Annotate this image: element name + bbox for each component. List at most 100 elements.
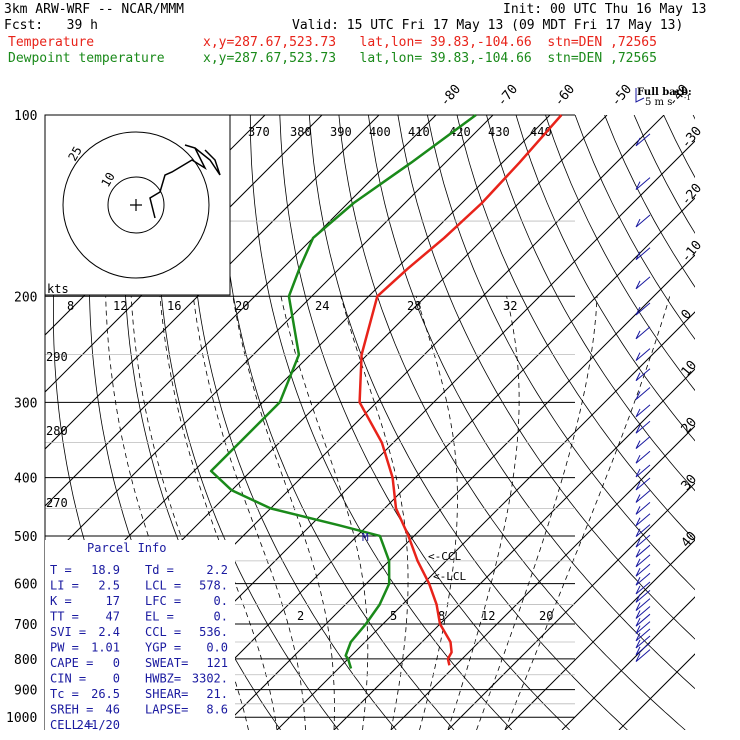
theta-tick-label: 440 bbox=[530, 125, 552, 139]
ccl-marker: <-CCL bbox=[428, 550, 461, 563]
parcel-info-value: 2.4 bbox=[98, 625, 120, 639]
pressure-tick-label: 300 bbox=[14, 396, 37, 411]
lcl-ccl-annotations: <-CCL <-LCL M bbox=[362, 531, 466, 583]
isotherm-line bbox=[390, 425, 695, 730]
lcl-marker: <-LCL bbox=[433, 570, 466, 583]
m-marker: M bbox=[362, 531, 369, 544]
barb-legend-exponent: -1 bbox=[684, 94, 691, 102]
parcel-info-value: K = bbox=[50, 594, 72, 608]
theta-left-tick-label: 270 bbox=[46, 496, 68, 510]
parcel-info-value: 21. bbox=[206, 687, 228, 701]
moist-adiabat-line bbox=[476, 296, 598, 730]
isotherm-line bbox=[162, 197, 695, 730]
parcel-info-value: EL = bbox=[145, 610, 174, 624]
mixing-ratio-upper-label: 20 bbox=[235, 299, 249, 313]
mixing-ratio-upper-label: 24 bbox=[315, 299, 329, 313]
parcel-info-value: 536. bbox=[199, 625, 228, 639]
wind-barb bbox=[635, 477, 651, 491]
forecast-hour: Fcst: 39 h bbox=[4, 18, 98, 33]
wind-barb bbox=[635, 348, 651, 362]
temperature-legend: Temperature bbox=[8, 35, 95, 50]
isotherm-line bbox=[45, 115, 551, 621]
parcel-info-value: T = bbox=[50, 563, 72, 577]
mixing-ratio-lower-label: 12 bbox=[481, 609, 495, 623]
wind-barb bbox=[635, 649, 651, 662]
pressure-tick-label: 1000 bbox=[6, 711, 37, 726]
hodograph: 10 25 bbox=[44, 114, 231, 296]
wind-barb bbox=[635, 524, 651, 538]
theta-tick-label: 380 bbox=[290, 125, 312, 139]
dry-adiabat-line bbox=[545, 115, 695, 392]
wind-barb bbox=[635, 490, 651, 503]
pressure-tick-label: 800 bbox=[14, 653, 37, 668]
moist-adiabat-line bbox=[192, 296, 306, 730]
parcel-info-value: SHEAR= bbox=[145, 687, 188, 701]
isotherm-line bbox=[219, 254, 695, 730]
parcel-info-value: 26.5 bbox=[91, 687, 120, 701]
moist-adiabat-line bbox=[232, 296, 335, 730]
pressure-tick-label: 700 bbox=[14, 618, 37, 633]
parcel-info-value: 18.9 bbox=[91, 563, 120, 577]
temperature-profile-line bbox=[358, 114, 563, 666]
parcel-info-value: SVI = bbox=[50, 625, 86, 639]
parcel-info-value: 3302. bbox=[192, 672, 228, 686]
parcel-info-value: 46 bbox=[106, 703, 120, 717]
wind-barb bbox=[635, 590, 651, 603]
parcel-info-value: YGP = bbox=[145, 641, 181, 655]
moist-adiabat-line bbox=[130, 296, 249, 730]
temperature-tick-label: 20 bbox=[679, 415, 701, 437]
dry-adiabat-line bbox=[723, 115, 740, 730]
dry-adiabat-line bbox=[515, 115, 695, 442]
theta-tick-label: 420 bbox=[449, 125, 471, 139]
wind-barb bbox=[635, 302, 651, 316]
parcel-info-background bbox=[45, 540, 235, 730]
parcel-info-value: 0 bbox=[113, 672, 120, 686]
wind-barb bbox=[635, 621, 651, 635]
mixing-ratio-lower-label: 8 bbox=[438, 609, 445, 623]
parcel-info-value: 241/20 bbox=[77, 718, 120, 732]
wind-barb bbox=[635, 420, 651, 434]
moist-adiabat-grid bbox=[105, 296, 671, 730]
dry-adiabat-line bbox=[456, 115, 695, 541]
wind-barb bbox=[635, 177, 651, 191]
parcel-info-value: TT = bbox=[50, 610, 79, 624]
parcel-info-value: LCL = bbox=[145, 579, 181, 593]
wind-barb bbox=[635, 642, 651, 656]
parcel-info-value: LFC = bbox=[145, 594, 181, 608]
temperature-location: x,y=287.67,523.73 lat,lon= 39.83,-104.66… bbox=[203, 35, 657, 50]
valid-time: Valid: 15 UTC Fri 17 May 13 (09 MDT Fri … bbox=[292, 18, 684, 33]
wind-barb bbox=[635, 598, 651, 611]
parcel-info-value: 17 bbox=[106, 594, 120, 608]
temperature-tick-label: -20 bbox=[679, 181, 706, 209]
theta-left-tick-label: 290 bbox=[46, 350, 68, 364]
dry-adiabat-line bbox=[486, 115, 695, 492]
dry-adiabat-line bbox=[219, 115, 455, 730]
temperature-tick-label: -80 bbox=[438, 82, 465, 110]
dewpoint-legend: Dewpoint temperature bbox=[8, 51, 165, 66]
dry-adiabat-line bbox=[279, 115, 570, 730]
wind-barb bbox=[635, 544, 651, 558]
isotherm-line bbox=[504, 539, 695, 730]
dry-adiabat-line bbox=[604, 115, 695, 288]
temperature-tick-label: -70 bbox=[495, 82, 522, 110]
mixing-ratio-upper-label: 8 bbox=[67, 299, 74, 313]
wind-barb bbox=[635, 581, 651, 595]
parcel-info-panel: Parcel Info T = 18.9 Td = 2.2 LI = 2.5 LCL = 57… bbox=[45, 540, 235, 732]
hodograph-units: kts bbox=[47, 282, 69, 296]
parcel-info-value: Td = bbox=[145, 563, 174, 577]
mixing-ratio-upper-label: 28 bbox=[407, 299, 421, 313]
hodograph-trace bbox=[149, 144, 207, 219]
wind-barb bbox=[635, 628, 651, 642]
hodograph-trace-end bbox=[194, 147, 221, 176]
parcel-info-value: CIN = bbox=[50, 672, 86, 686]
dry-adiabat-line bbox=[156, 115, 339, 730]
parcel-info-value: 2.5 bbox=[98, 579, 120, 593]
moist-adiabat-line bbox=[280, 296, 369, 730]
wind-barb bbox=[635, 368, 651, 382]
pressure-tick-label: 900 bbox=[14, 684, 37, 699]
mixing-ratio-upper-label: 16 bbox=[167, 299, 181, 313]
dry-adiabat-line bbox=[397, 115, 695, 640]
dry-adiabat-line bbox=[692, 115, 695, 120]
wind-barbs bbox=[635, 133, 651, 662]
